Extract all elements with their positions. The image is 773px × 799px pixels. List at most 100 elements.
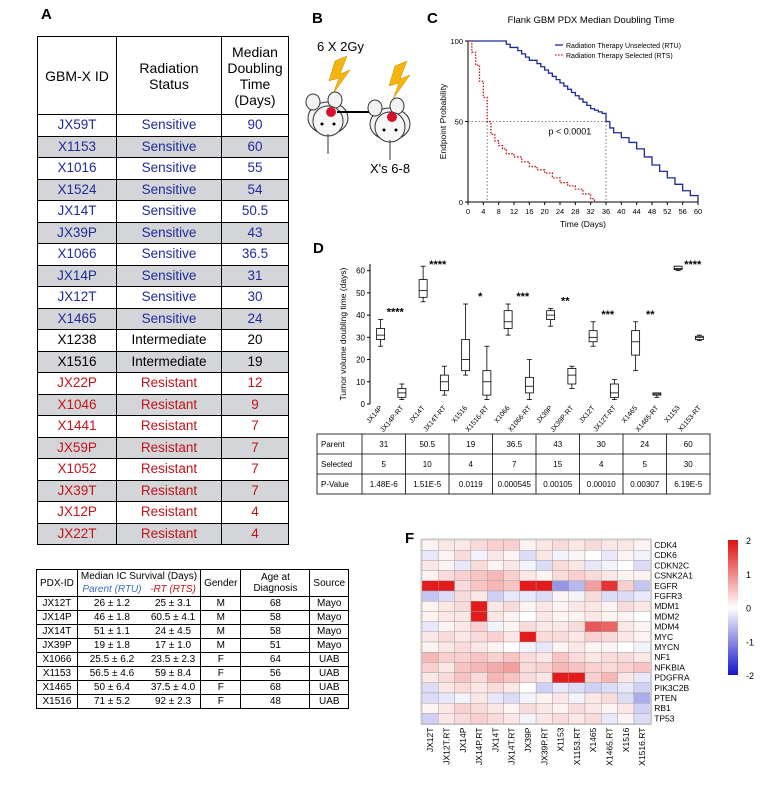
heatmap-cell	[535, 672, 553, 684]
heatmap-cell	[584, 682, 602, 694]
x-tick-label: 32	[586, 207, 594, 216]
cell-time: 7	[221, 415, 289, 438]
cell-id: JX39P	[37, 221, 117, 244]
series-line-rtu	[468, 40, 699, 202]
column-label: JX14T	[490, 728, 500, 753]
heatmap-cell	[438, 560, 455, 571]
header-source: Source	[309, 569, 350, 597]
colorbar-tick-label: 2	[746, 536, 751, 546]
heatmap-cell	[535, 702, 553, 714]
heatmap-cell	[503, 600, 520, 612]
cell-time: 19	[221, 350, 289, 373]
heatmap-cell	[470, 560, 488, 571]
row-label: CDK4	[654, 540, 677, 550]
y-tick-label: 100	[450, 37, 463, 46]
heatmap-cell	[438, 651, 455, 663]
cell-time: 9	[221, 393, 289, 416]
x-tick-label: X1066-RT	[507, 404, 533, 433]
heatmap-cell	[421, 621, 439, 632]
x-tick-label: 52	[663, 207, 671, 216]
heatmap-cell	[552, 631, 569, 643]
cell-gender: M	[200, 638, 242, 653]
heatmap-cell	[584, 702, 602, 714]
row-label: MDM4	[654, 622, 679, 632]
column-label: X1153.RT	[572, 728, 582, 766]
heatmap-cell	[601, 570, 618, 581]
table-row: X1441 Resistant 7	[37, 415, 289, 438]
heatmap-cell	[519, 672, 537, 684]
heatmap-cell	[454, 662, 472, 673]
heatmap-cell	[617, 621, 635, 632]
heatmap-cell	[568, 651, 586, 663]
cell-id: X1066	[37, 243, 117, 266]
box	[609, 383, 619, 398]
heatmap-cell	[503, 580, 520, 592]
heatmap-cell	[584, 672, 602, 684]
heatmap-cell	[486, 713, 504, 724]
cell-status: Sensitive	[116, 286, 222, 309]
box	[524, 376, 534, 394]
cell-id: JX39T	[37, 479, 117, 502]
cell-time: 20	[221, 329, 289, 352]
cell-status: Sensitive	[116, 157, 222, 180]
cell-id: JX59P	[37, 436, 117, 459]
cell-id: JX14T	[37, 200, 117, 223]
heatmap-cell	[633, 672, 651, 684]
heatmap-cell	[421, 550, 439, 561]
heatmap-cell	[421, 570, 439, 581]
x-tick-label: X1465	[621, 405, 639, 425]
box-X1516-RT	[482, 345, 492, 400]
cell-rt: 92 ± 2.3	[146, 694, 202, 709]
mouse-icon	[367, 97, 411, 160]
column-label: X1465	[588, 727, 598, 752]
table-cell: 10	[423, 460, 432, 469]
cell-time: 60	[221, 135, 289, 158]
heatmap-cell	[568, 590, 586, 602]
cell-id: X1441	[37, 415, 117, 438]
heatmap-cell	[601, 682, 618, 694]
heatmap-cell	[601, 580, 618, 592]
heatmap-cell	[552, 570, 569, 581]
x-tick-label: X1516	[451, 405, 469, 425]
heatmap-cell	[519, 692, 537, 704]
cell-time: 24	[221, 307, 289, 330]
cell-time: 12	[221, 372, 289, 395]
cell-id: X1516	[37, 350, 117, 373]
y-axis-label: Tumor volume doubling time (days)	[338, 267, 348, 400]
heatmap-cell	[421, 702, 439, 714]
table-row: JX12T 26 ± 1.2 25 ± 3.1 M 68 Mayo	[36, 596, 350, 611]
cell-age: 48	[240, 694, 311, 709]
heatmap-cell	[503, 641, 520, 653]
table-row: JX22T Resistant 4	[37, 522, 289, 545]
cell-gender: F	[200, 666, 242, 681]
heatmap-cell	[486, 651, 504, 663]
heatmap-cell	[601, 692, 618, 704]
heatmap-cell	[421, 560, 439, 571]
table-row: X1516 71 ± 5.2 92 ± 2.3 F 48 UAB	[36, 694, 350, 709]
heatmap-cell	[617, 672, 635, 684]
cell-rt: 24 ± 4.5	[146, 624, 202, 639]
cell-id: X1066	[36, 652, 78, 667]
heatmap-cell	[552, 682, 569, 694]
heatmap-cell	[633, 560, 651, 571]
heatmap-cell	[535, 539, 553, 551]
cell-parent: 25.5 ± 6.2	[76, 652, 147, 667]
heatmap-cell	[438, 539, 455, 551]
heatmap-cell	[584, 600, 602, 612]
heatmap-cell	[568, 702, 586, 714]
heatmap-cell	[633, 539, 651, 551]
heatmap-cell	[519, 662, 537, 673]
table-row: X1465 Sensitive 24	[37, 307, 289, 330]
cell-status: Intermediate	[116, 350, 222, 373]
heatmap-cell	[584, 560, 602, 571]
table-cell: 1.48E-6	[370, 480, 399, 489]
heatmap-cell	[470, 662, 488, 673]
table-cell: 30	[684, 460, 693, 469]
cell-time: 50.5	[221, 200, 289, 223]
table-row: JX39P Sensitive 43	[37, 221, 289, 244]
table-row-label: Parent	[321, 440, 345, 449]
cell-id: JX12T	[36, 596, 78, 611]
heatmap-cell	[503, 631, 520, 643]
x-tick-label: 16	[525, 207, 533, 216]
x-tick-label: JX14P	[366, 405, 385, 426]
